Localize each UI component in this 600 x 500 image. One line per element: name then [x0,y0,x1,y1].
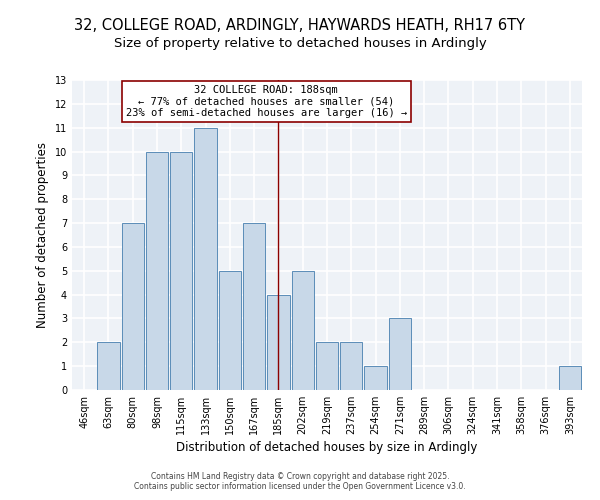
Bar [340,342,362,390]
Bar [97,342,119,390]
Text: Contains public sector information licensed under the Open Government Licence v3: Contains public sector information licen… [134,482,466,491]
Text: 32 COLLEGE ROAD: 188sqm
← 77% of detached houses are smaller (54)
23% of semi-de: 32 COLLEGE ROAD: 188sqm ← 77% of detache… [125,85,407,118]
Bar [194,128,217,390]
Bar [243,223,265,390]
Bar [267,294,290,390]
Text: 32, COLLEGE ROAD, ARDINGLY, HAYWARDS HEATH, RH17 6TY: 32, COLLEGE ROAD, ARDINGLY, HAYWARDS HEA… [74,18,526,32]
Y-axis label: Number of detached properties: Number of detached properties [36,142,49,328]
Text: Contains HM Land Registry data © Crown copyright and database right 2025.: Contains HM Land Registry data © Crown c… [151,472,449,481]
Bar [559,366,581,390]
X-axis label: Distribution of detached houses by size in Ardingly: Distribution of detached houses by size … [176,441,478,454]
Text: Size of property relative to detached houses in Ardingly: Size of property relative to detached ho… [113,38,487,51]
Bar [122,223,144,390]
Bar [316,342,338,390]
Bar [170,152,193,390]
Bar [218,271,241,390]
Bar [146,152,168,390]
Bar [389,318,411,390]
Bar [292,271,314,390]
Bar [364,366,387,390]
